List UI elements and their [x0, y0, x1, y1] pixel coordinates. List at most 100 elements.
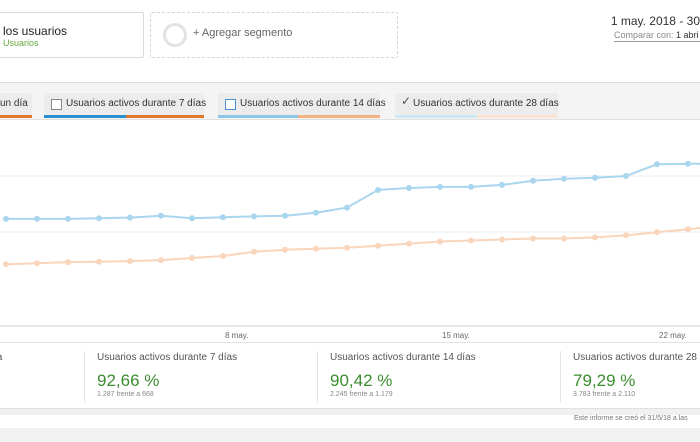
- series-previous-point[interactable]: [251, 248, 257, 255]
- date-range-picker[interactable]: 1 may. 2018 - 30: [610, 14, 700, 28]
- series-current-point[interactable]: [499, 181, 505, 188]
- series-previous-point[interactable]: [34, 260, 40, 267]
- add-segment-label: + Agregar segmento: [193, 27, 293, 39]
- chip-color-bar-previous: [126, 115, 204, 118]
- series-previous-point[interactable]: [468, 237, 474, 244]
- series-current-point[interactable]: [251, 213, 257, 220]
- series-current-point[interactable]: [220, 214, 226, 221]
- series-current-point[interactable]: [468, 183, 474, 190]
- series-previous-point[interactable]: [561, 235, 567, 242]
- compare-period[interactable]: Comparar con: 1 abri: [614, 30, 699, 40]
- series-previous-point[interactable]: [592, 234, 598, 241]
- chip-label: un día: [0, 98, 28, 109]
- metric-title: ía: [0, 352, 2, 363]
- checkbox-icon[interactable]: [51, 99, 62, 110]
- series-previous-point[interactable]: [654, 229, 660, 236]
- metric-value: 92,66 %: [97, 371, 160, 390]
- footer-strip: Este informe se creó el 31/5/18 a las: [0, 415, 700, 428]
- series-current-point[interactable]: [127, 214, 133, 221]
- metric-comparison: 2.245 frente a 1.179: [330, 391, 393, 398]
- segment-subtitle: Usuarios: [3, 38, 39, 48]
- chip-label: Usuarios activos durante 7 días: [66, 98, 207, 109]
- series-previous-line: [5, 226, 700, 266]
- series-previous-point[interactable]: [189, 255, 195, 261]
- segment-title: los usuarios: [3, 24, 68, 38]
- series-previous-point[interactable]: [437, 238, 443, 245]
- chip-7-days[interactable]: Usuarios activos durante 7 días: [44, 93, 207, 118]
- series-previous-point[interactable]: [623, 232, 629, 239]
- series-previous-point[interactable]: [158, 257, 164, 264]
- series-current-point[interactable]: [685, 160, 691, 167]
- chip-1-day[interactable]: un día: [0, 93, 32, 118]
- metric-comparison: 3.783 frente a 2.110: [573, 391, 636, 398]
- metric-divider: [560, 351, 561, 403]
- series-current-point[interactable]: [344, 204, 350, 211]
- metric-comparison: 1.287 frente a 668: [97, 391, 154, 398]
- series-current-point[interactable]: [65, 215, 71, 222]
- chip-color-bar-previous: [477, 115, 558, 118]
- series-previous-point[interactable]: [220, 253, 226, 259]
- series-current-point[interactable]: [96, 215, 102, 222]
- x-tick-label: 15 may.: [442, 331, 470, 340]
- series-current-line: [6, 162, 700, 220]
- segment-card[interactable]: los usuarios Usuarios: [0, 12, 144, 58]
- chip-14-days[interactable]: Usuarios activos durante 14 días: [218, 93, 386, 118]
- series-previous-point[interactable]: [375, 242, 381, 249]
- metric-divider: [317, 351, 318, 403]
- x-tick-label: 8 may.: [225, 331, 248, 340]
- compare-value: 1 abri: [676, 30, 699, 40]
- series-current-point[interactable]: [592, 174, 598, 181]
- report-footer: Este informe se creó el 31/5/18 a las: [0, 408, 700, 442]
- series-current-point[interactable]: [623, 173, 629, 179]
- series-previous-point[interactable]: [344, 244, 350, 251]
- checkbox-icon[interactable]: [225, 99, 236, 110]
- chip-28-days[interactable]: ✓ Usuarios activos durante 28 días: [395, 93, 559, 118]
- metric-divider: [84, 351, 85, 403]
- series-current-point[interactable]: [282, 212, 288, 219]
- x-tick-label: 22 may.: [659, 331, 687, 340]
- series-current-point[interactable]: [313, 209, 319, 216]
- series-current-point[interactable]: [158, 212, 164, 219]
- series-previous-point[interactable]: [282, 246, 288, 253]
- series-current-point[interactable]: [530, 177, 536, 184]
- line-chart-svg: 8 may. 15 may. 22 may.: [0, 160, 700, 340]
- series-current-point[interactable]: [406, 185, 412, 191]
- series-previous-point[interactable]: [127, 258, 133, 265]
- series-previous-point[interactable]: [685, 226, 691, 233]
- chip-color-bar-current: [395, 115, 477, 118]
- chip-label: Usuarios activos durante 14 días: [240, 98, 386, 109]
- series-current-point[interactable]: [189, 215, 195, 222]
- add-segment-button[interactable]: + Agregar segmento: [150, 12, 398, 58]
- series-current-point[interactable]: [654, 161, 660, 168]
- chip-color-bar-current: [44, 115, 126, 118]
- series-current-point[interactable]: [3, 215, 9, 222]
- metric-title: Usuarios activos durante 14 días: [330, 352, 476, 363]
- series-previous-point[interactable]: [313, 245, 319, 252]
- add-segment-circle-icon: [163, 23, 187, 47]
- series-previous-point[interactable]: [530, 235, 536, 242]
- metrics-row: ía Usuarios activos durante 7 días 92,66…: [0, 342, 700, 409]
- series-previous-point[interactable]: [65, 259, 71, 266]
- series-current-point[interactable]: [34, 215, 40, 222]
- series-current-point[interactable]: [561, 175, 567, 182]
- line-chart: 8 may. 15 may. 22 may.: [0, 120, 700, 342]
- metric-title: Usuarios activos durante 7 días: [97, 352, 238, 363]
- series-current-point[interactable]: [437, 183, 443, 190]
- metric-title: Usuarios activos durante 28 días: [573, 352, 700, 363]
- chip-label: Usuarios activos durante 28 días: [413, 98, 559, 109]
- footer-text: Este informe se creó el 31/5/18 a las: [574, 415, 688, 422]
- metric-selector-bar: un día Usuarios activos durante 7 días U…: [0, 83, 700, 120]
- metric-value: 90,42 %: [330, 371, 393, 390]
- compare-prefix: Comparar con:: [614, 30, 674, 40]
- series-previous-point[interactable]: [499, 236, 505, 243]
- top-bar: los usuarios Usuarios + Agregar segmento…: [0, 0, 700, 83]
- checkmark-icon[interactable]: ✓: [401, 94, 412, 108]
- metric-value: 79,29 %: [573, 371, 636, 390]
- chip-color-bar-previous: [298, 115, 380, 118]
- series-previous-point[interactable]: [96, 258, 102, 265]
- series-previous-point[interactable]: [3, 261, 9, 268]
- series-current-point[interactable]: [375, 187, 381, 193]
- series-previous-point[interactable]: [406, 240, 412, 247]
- chip-color-bar: [0, 115, 32, 118]
- chip-color-bar-current: [218, 115, 298, 118]
